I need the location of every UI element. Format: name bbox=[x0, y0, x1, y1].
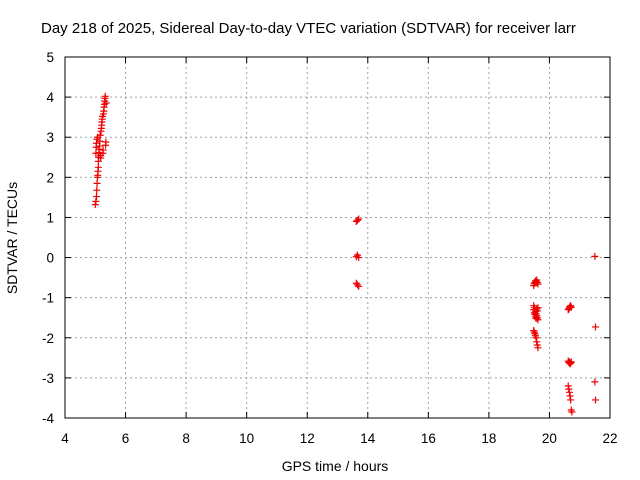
x-tick-label: 20 bbox=[542, 431, 557, 446]
y-axis-label: SDTVAR / TECUs bbox=[4, 182, 20, 294]
data-point-marker bbox=[96, 131, 104, 139]
data-point-marker bbox=[101, 92, 109, 100]
data-point-marker bbox=[568, 408, 576, 416]
data-point-marker bbox=[96, 137, 104, 145]
plot-frame bbox=[64, 56, 611, 419]
data-point-marker bbox=[567, 359, 575, 367]
data-point-marker bbox=[567, 396, 575, 404]
y-tick-label: -4 bbox=[42, 411, 54, 426]
y-tick-label: 5 bbox=[46, 50, 54, 65]
data-point-marker bbox=[565, 388, 573, 396]
data-point-marker bbox=[92, 197, 100, 205]
data-point-marker bbox=[91, 201, 99, 209]
data-point-marker bbox=[355, 254, 363, 262]
y-tick-label: -2 bbox=[42, 331, 54, 346]
x-axis-label: GPS time / hours bbox=[282, 458, 389, 474]
data-point-marker bbox=[93, 186, 101, 194]
data-point-marker bbox=[567, 358, 575, 366]
data-point-marker bbox=[564, 382, 572, 390]
y-tick-label: 3 bbox=[46, 130, 54, 145]
data-point-marker bbox=[92, 193, 100, 201]
data-point-marker bbox=[533, 278, 541, 286]
data-point-marker bbox=[355, 282, 363, 290]
data-point-marker bbox=[591, 323, 599, 331]
data-point-marker bbox=[534, 280, 542, 288]
grid-lines bbox=[65, 57, 610, 418]
y-tick-label: -3 bbox=[42, 371, 54, 386]
y-tick-label: 2 bbox=[46, 170, 54, 185]
x-tick-label: 14 bbox=[360, 431, 376, 446]
data-point-marker bbox=[102, 138, 110, 146]
data-points bbox=[91, 92, 599, 416]
x-tick-label: 4 bbox=[61, 431, 69, 446]
data-point-marker bbox=[530, 306, 538, 314]
x-tick-label: 8 bbox=[182, 431, 190, 446]
data-point-marker bbox=[532, 313, 540, 321]
data-point-marker bbox=[566, 302, 574, 310]
data-point-marker bbox=[565, 385, 573, 393]
data-point-marker bbox=[93, 179, 101, 187]
data-point-marker bbox=[355, 215, 363, 223]
data-point-marker bbox=[591, 378, 599, 386]
x-tick-label: 16 bbox=[421, 431, 436, 446]
x-tick-label: 6 bbox=[122, 431, 130, 446]
y-tick-label: 1 bbox=[46, 210, 54, 225]
data-point-marker bbox=[97, 154, 105, 162]
data-point-marker bbox=[591, 396, 599, 404]
data-point-marker bbox=[530, 328, 538, 336]
data-point-marker bbox=[99, 146, 107, 154]
data-point-marker bbox=[534, 344, 542, 352]
data-point-marker bbox=[534, 304, 542, 312]
y-tick-label: 0 bbox=[46, 251, 54, 266]
data-point-marker bbox=[567, 302, 575, 310]
data-point-marker bbox=[532, 315, 540, 323]
data-point-marker bbox=[92, 149, 100, 157]
y-tick-label: 4 bbox=[46, 90, 54, 105]
x-tick-label: 10 bbox=[239, 431, 254, 446]
data-point-marker bbox=[532, 334, 540, 342]
data-point-marker bbox=[530, 327, 538, 335]
x-tick-label: 18 bbox=[481, 431, 496, 446]
chart-title: Day 218 of 2025, Sidereal Day-to-day VTE… bbox=[41, 20, 576, 37]
y-tick-label: -1 bbox=[42, 291, 54, 306]
data-point-marker bbox=[591, 252, 599, 260]
x-tick-label: 22 bbox=[602, 431, 617, 446]
data-point-marker bbox=[353, 216, 361, 224]
data-point-marker bbox=[353, 281, 361, 289]
data-point-marker bbox=[566, 392, 574, 400]
data-point-marker bbox=[94, 163, 102, 171]
data-point-marker bbox=[102, 99, 110, 107]
data-point-marker bbox=[567, 303, 575, 311]
data-point-marker bbox=[533, 307, 541, 315]
data-point-marker bbox=[533, 338, 541, 346]
x-tick-label: 12 bbox=[300, 431, 315, 446]
